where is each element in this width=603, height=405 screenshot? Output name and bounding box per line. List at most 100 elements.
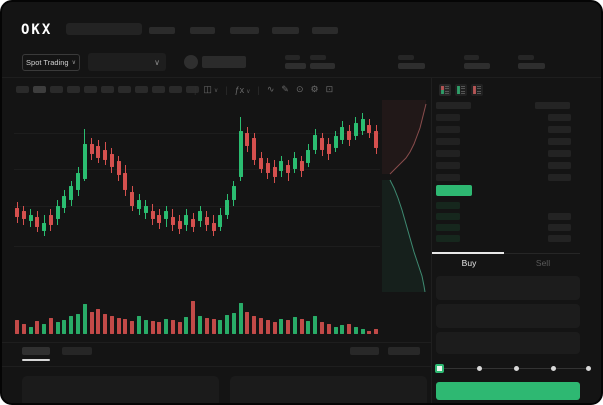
slider-stop-dot[interactable]	[551, 366, 556, 371]
buy-tab-indicator	[432, 252, 504, 254]
timeframe-button[interactable]	[101, 86, 114, 93]
tab-buy[interactable]: Buy	[461, 258, 477, 268]
book-asks-toggle[interactable]	[471, 84, 483, 96]
nav-item[interactable]	[230, 27, 259, 34]
search-input[interactable]	[66, 23, 142, 35]
volume-bar	[55, 321, 60, 334]
draw-icon[interactable]: ✎	[281, 84, 289, 94]
bottom-tab[interactable]	[22, 347, 50, 355]
volume-bar	[28, 326, 33, 334]
buy-submit-button[interactable]	[436, 382, 580, 400]
bid-row-price-bar[interactable]	[436, 224, 460, 231]
bid-row-price-bar[interactable]	[436, 213, 460, 220]
bid-row-price-bar[interactable]	[436, 202, 460, 209]
candle	[116, 161, 121, 175]
candle	[48, 215, 53, 225]
volume-bar	[82, 304, 87, 334]
settings-icon[interactable]: ⚙	[310, 84, 319, 94]
candle	[299, 161, 304, 172]
candle	[252, 138, 257, 160]
ticker-stat-value	[464, 63, 490, 69]
book-combined-toggle[interactable]	[439, 84, 451, 96]
snapshot-icon[interactable]: ⊙	[295, 84, 304, 94]
chevron-down-icon: ∨	[154, 57, 160, 67]
pair-dropdown[interactable]: ∨	[88, 53, 166, 71]
volume-bar	[313, 315, 318, 334]
line-bar	[461, 92, 465, 94]
trade-input-field[interactable]	[436, 332, 580, 354]
ask-row-price-bar[interactable]	[436, 150, 460, 157]
candle	[170, 217, 175, 225]
toggle-bar-row	[441, 92, 449, 94]
ticker-stat-value	[518, 63, 545, 69]
bid-row-amount-bar	[548, 224, 571, 231]
candle	[306, 149, 311, 164]
slider-stop-dot[interactable]	[586, 366, 591, 371]
amount-slider-handle[interactable]	[435, 364, 444, 373]
volume-bar	[130, 321, 135, 334]
ticker-stat-label	[310, 55, 326, 60]
timeframe-button[interactable]	[135, 86, 148, 93]
bottom-action[interactable]	[388, 347, 420, 355]
trade-input-field[interactable]	[436, 276, 580, 300]
chart-type-icon[interactable]: ◫ ∨	[203, 84, 219, 94]
bid-row-price-bar[interactable]	[436, 235, 460, 242]
book-bids-toggle[interactable]	[455, 84, 467, 96]
ask-row-price-bar[interactable]	[436, 114, 460, 121]
bottom-action[interactable]	[350, 347, 379, 355]
bottom-tab[interactable]	[62, 347, 92, 355]
candlestick-chart[interactable]	[14, 100, 380, 292]
candle	[89, 144, 94, 154]
timeframe-button[interactable]	[50, 86, 63, 93]
line-bar	[477, 90, 481, 92]
okx-logo[interactable]: OKX	[21, 22, 53, 38]
volume-bar	[89, 311, 94, 334]
orderbook-header-amount	[535, 102, 570, 109]
volume-bar	[265, 320, 270, 334]
timeframe-button[interactable]	[84, 86, 97, 93]
volume-bar	[326, 324, 331, 334]
fullscreen-icon[interactable]: ⊡	[325, 84, 334, 94]
ask-row-price-bar[interactable]	[436, 138, 460, 145]
trade-input-field[interactable]	[436, 304, 580, 328]
volume-bar	[103, 314, 108, 334]
timeframe-button[interactable]	[169, 86, 182, 93]
timeframe-button[interactable]	[33, 86, 46, 93]
line-bar	[445, 86, 449, 88]
slider-stop-dot[interactable]	[514, 366, 519, 371]
nav-item[interactable]	[272, 27, 299, 34]
timeframe-button[interactable]	[16, 86, 29, 93]
market-type-dropdown[interactable]: Spot Trading ∨	[22, 54, 80, 71]
ask-row-price-bar[interactable]	[436, 174, 460, 181]
candle	[265, 163, 270, 173]
color-bar	[457, 86, 460, 88]
timeframe-button[interactable]	[186, 86, 199, 93]
volume-bar	[137, 316, 141, 334]
volume-bar	[252, 315, 257, 334]
nav-item[interactable]	[149, 27, 175, 34]
ask-row-price-bar[interactable]	[436, 162, 460, 169]
volume-bar	[123, 319, 128, 334]
slider-stop-dot[interactable]	[477, 366, 482, 371]
divider	[2, 366, 431, 367]
tab-sell[interactable]: Sell	[535, 258, 551, 268]
line-bar	[477, 86, 481, 88]
timeframe-button[interactable]	[152, 86, 165, 93]
candle	[198, 211, 202, 221]
depth-bid-area	[382, 180, 425, 292]
timeframe-button[interactable]	[118, 86, 131, 93]
orderbook-header-price	[436, 102, 471, 109]
ask-row-price-bar[interactable]	[436, 126, 460, 133]
volume-bar	[367, 330, 372, 334]
color-bar	[473, 86, 476, 88]
divider: |	[194, 84, 197, 95]
nav-item[interactable]	[190, 27, 215, 34]
indicators-icon[interactable]: ƒx ∨	[234, 84, 251, 95]
line-tool-icon[interactable]: ∿	[266, 84, 275, 94]
color-bar	[457, 88, 460, 90]
volume-bar	[320, 322, 324, 334]
timeframe-button[interactable]	[67, 86, 80, 93]
ask-row-amount-bar	[548, 174, 571, 181]
nav-item[interactable]	[312, 27, 338, 34]
